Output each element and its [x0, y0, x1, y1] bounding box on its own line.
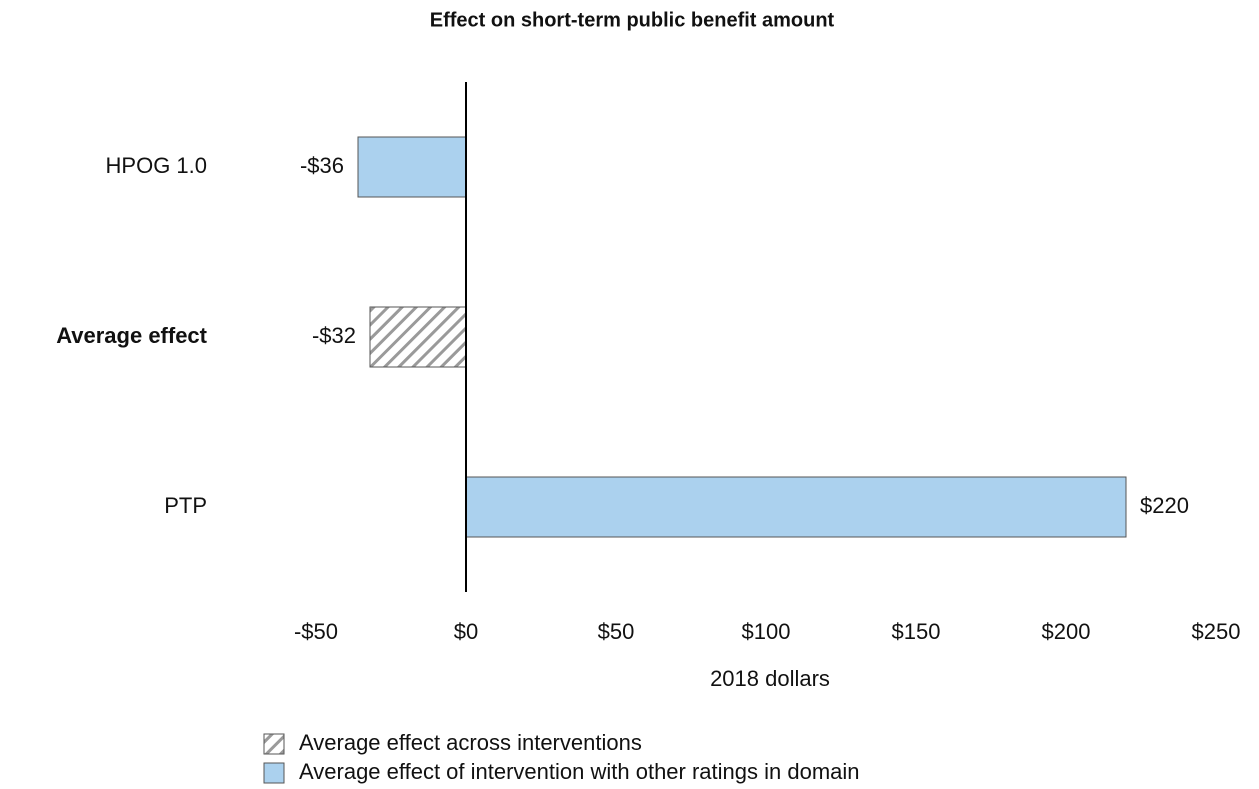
x-tick-label: $100 — [742, 619, 791, 644]
chart-title: Effect on short-term public benefit amou… — [430, 9, 835, 31]
y-tick-label: Average effect — [56, 323, 207, 348]
x-tick-label: $50 — [598, 619, 635, 644]
value-label: -$36 — [300, 153, 344, 178]
x-axis-label: 2018 dollars — [710, 666, 830, 691]
bar — [357, 136, 467, 198]
x-tick-label: $150 — [892, 619, 941, 644]
x-tick-label: $0 — [454, 619, 478, 644]
bar — [465, 476, 1127, 538]
x-tick-label: $250 — [1192, 619, 1241, 644]
legend-swatch — [263, 733, 285, 755]
y-tick-label: HPOG 1.0 — [106, 153, 207, 178]
value-label: $220 — [1140, 493, 1189, 518]
legend-swatch — [263, 762, 285, 784]
x-tick-label: -$50 — [294, 619, 338, 644]
legend-label: Average effect across interventions — [299, 730, 642, 755]
value-label: -$32 — [312, 323, 356, 348]
legend-label: Average effect of intervention with othe… — [299, 759, 860, 784]
bar — [369, 306, 467, 368]
x-tick-label: $200 — [1042, 619, 1091, 644]
y-tick-label: PTP — [164, 493, 207, 518]
